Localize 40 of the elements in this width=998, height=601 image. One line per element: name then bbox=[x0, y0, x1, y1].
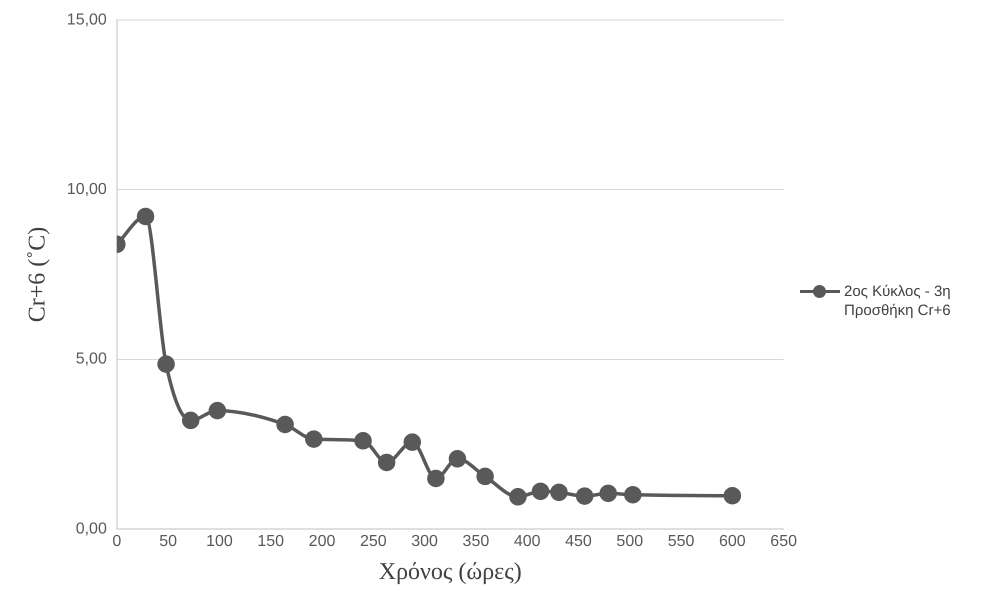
y-axis-title: Cr+6 (˚C) bbox=[24, 226, 51, 322]
x-tick-label: 500 bbox=[616, 533, 644, 550]
point bbox=[532, 482, 550, 500]
x-tick-label: 300 bbox=[411, 533, 438, 550]
point bbox=[476, 468, 494, 486]
x-tick-label: 100 bbox=[206, 533, 233, 550]
point bbox=[276, 416, 294, 434]
point bbox=[378, 454, 396, 472]
point bbox=[509, 488, 527, 506]
point bbox=[208, 402, 226, 420]
point bbox=[599, 484, 617, 502]
point bbox=[157, 355, 175, 373]
legend-label: 2ος Κύκλος - 3η Προσθήκη Cr+6 bbox=[844, 282, 952, 320]
point bbox=[182, 412, 200, 430]
point bbox=[624, 486, 642, 504]
x-tick-label: 250 bbox=[360, 533, 387, 550]
x-tick-label: 0 bbox=[112, 533, 122, 550]
point bbox=[354, 432, 372, 450]
y-tick-label: 5,00 bbox=[76, 350, 107, 368]
x-tick-label: 600 bbox=[719, 533, 746, 550]
point bbox=[448, 450, 466, 468]
x-tick-label: 150 bbox=[257, 533, 284, 550]
y-tick-label: 0,00 bbox=[76, 520, 107, 538]
x-tick-label: 450 bbox=[565, 533, 592, 550]
point bbox=[136, 208, 154, 226]
y-tick-label: 10,00 bbox=[66, 181, 107, 198]
x-tick-label: 550 bbox=[668, 533, 695, 550]
point bbox=[550, 484, 568, 502]
x-tick-label: 400 bbox=[514, 533, 541, 550]
point bbox=[404, 433, 422, 451]
y-tick-label: 15,00 bbox=[66, 11, 107, 28]
x-axis-title: Χρόνος (ώρες) bbox=[378, 558, 522, 585]
point bbox=[305, 430, 323, 448]
point bbox=[427, 470, 445, 488]
x-tick-label: 650 bbox=[770, 533, 798, 550]
x-tick-label: 200 bbox=[308, 533, 336, 550]
x-tick-label: 50 bbox=[159, 533, 178, 550]
x-tick-label: 350 bbox=[462, 533, 490, 550]
point bbox=[576, 487, 594, 505]
point bbox=[724, 486, 742, 504]
